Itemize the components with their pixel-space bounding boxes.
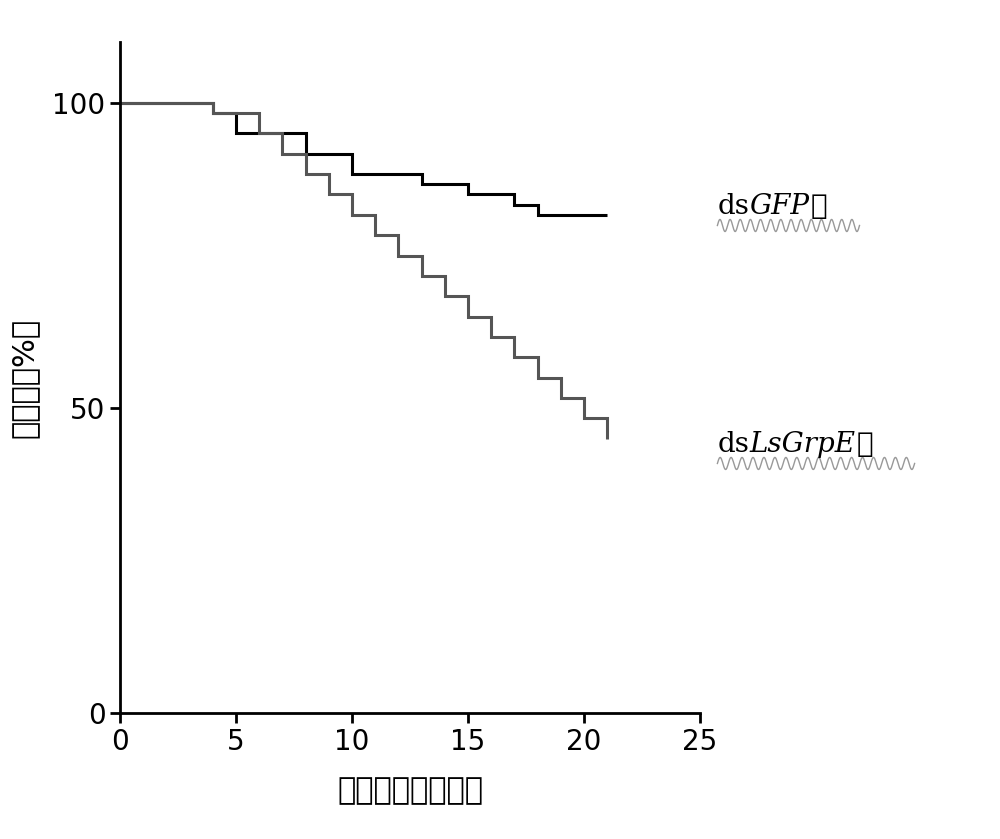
Text: GFP: GFP	[749, 193, 809, 220]
X-axis label: 注射后时间（天）: 注射后时间（天）	[337, 777, 483, 805]
Y-axis label: 存活率（%）: 存活率（%）	[9, 317, 38, 438]
Text: 组: 组	[857, 431, 873, 458]
Text: LsGrpE: LsGrpE	[749, 431, 855, 458]
Text: ds: ds	[717, 193, 749, 220]
Text: ds: ds	[717, 431, 749, 458]
Text: 组: 组	[810, 193, 827, 220]
